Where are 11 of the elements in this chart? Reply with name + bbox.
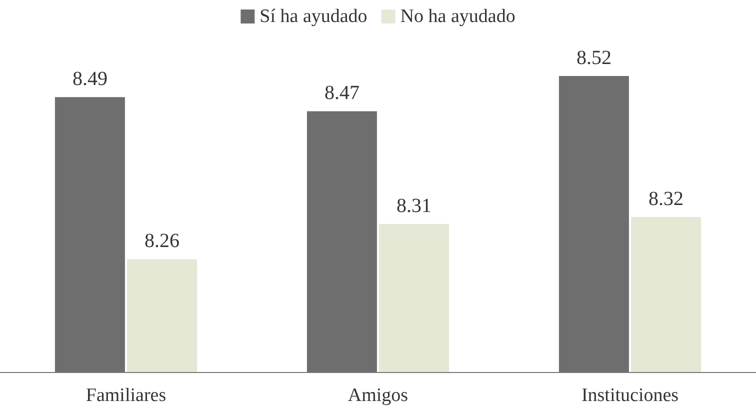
legend-label: Sí ha ayudado [260, 6, 368, 27]
data-label: 8.47 [324, 82, 360, 104]
data-label: 8.31 [396, 195, 432, 217]
legend-label: No ha ayudado [400, 6, 516, 27]
data-label: 8.26 [144, 230, 180, 252]
x-tick-label: Instituciones [581, 385, 679, 406]
data-label: 8.52 [576, 47, 612, 69]
data-label: 8.49 [72, 68, 108, 90]
x-tick-label: Familiares [86, 385, 166, 406]
x-tick-label: Amigos [348, 385, 408, 406]
data-label: 8.32 [648, 188, 684, 210]
